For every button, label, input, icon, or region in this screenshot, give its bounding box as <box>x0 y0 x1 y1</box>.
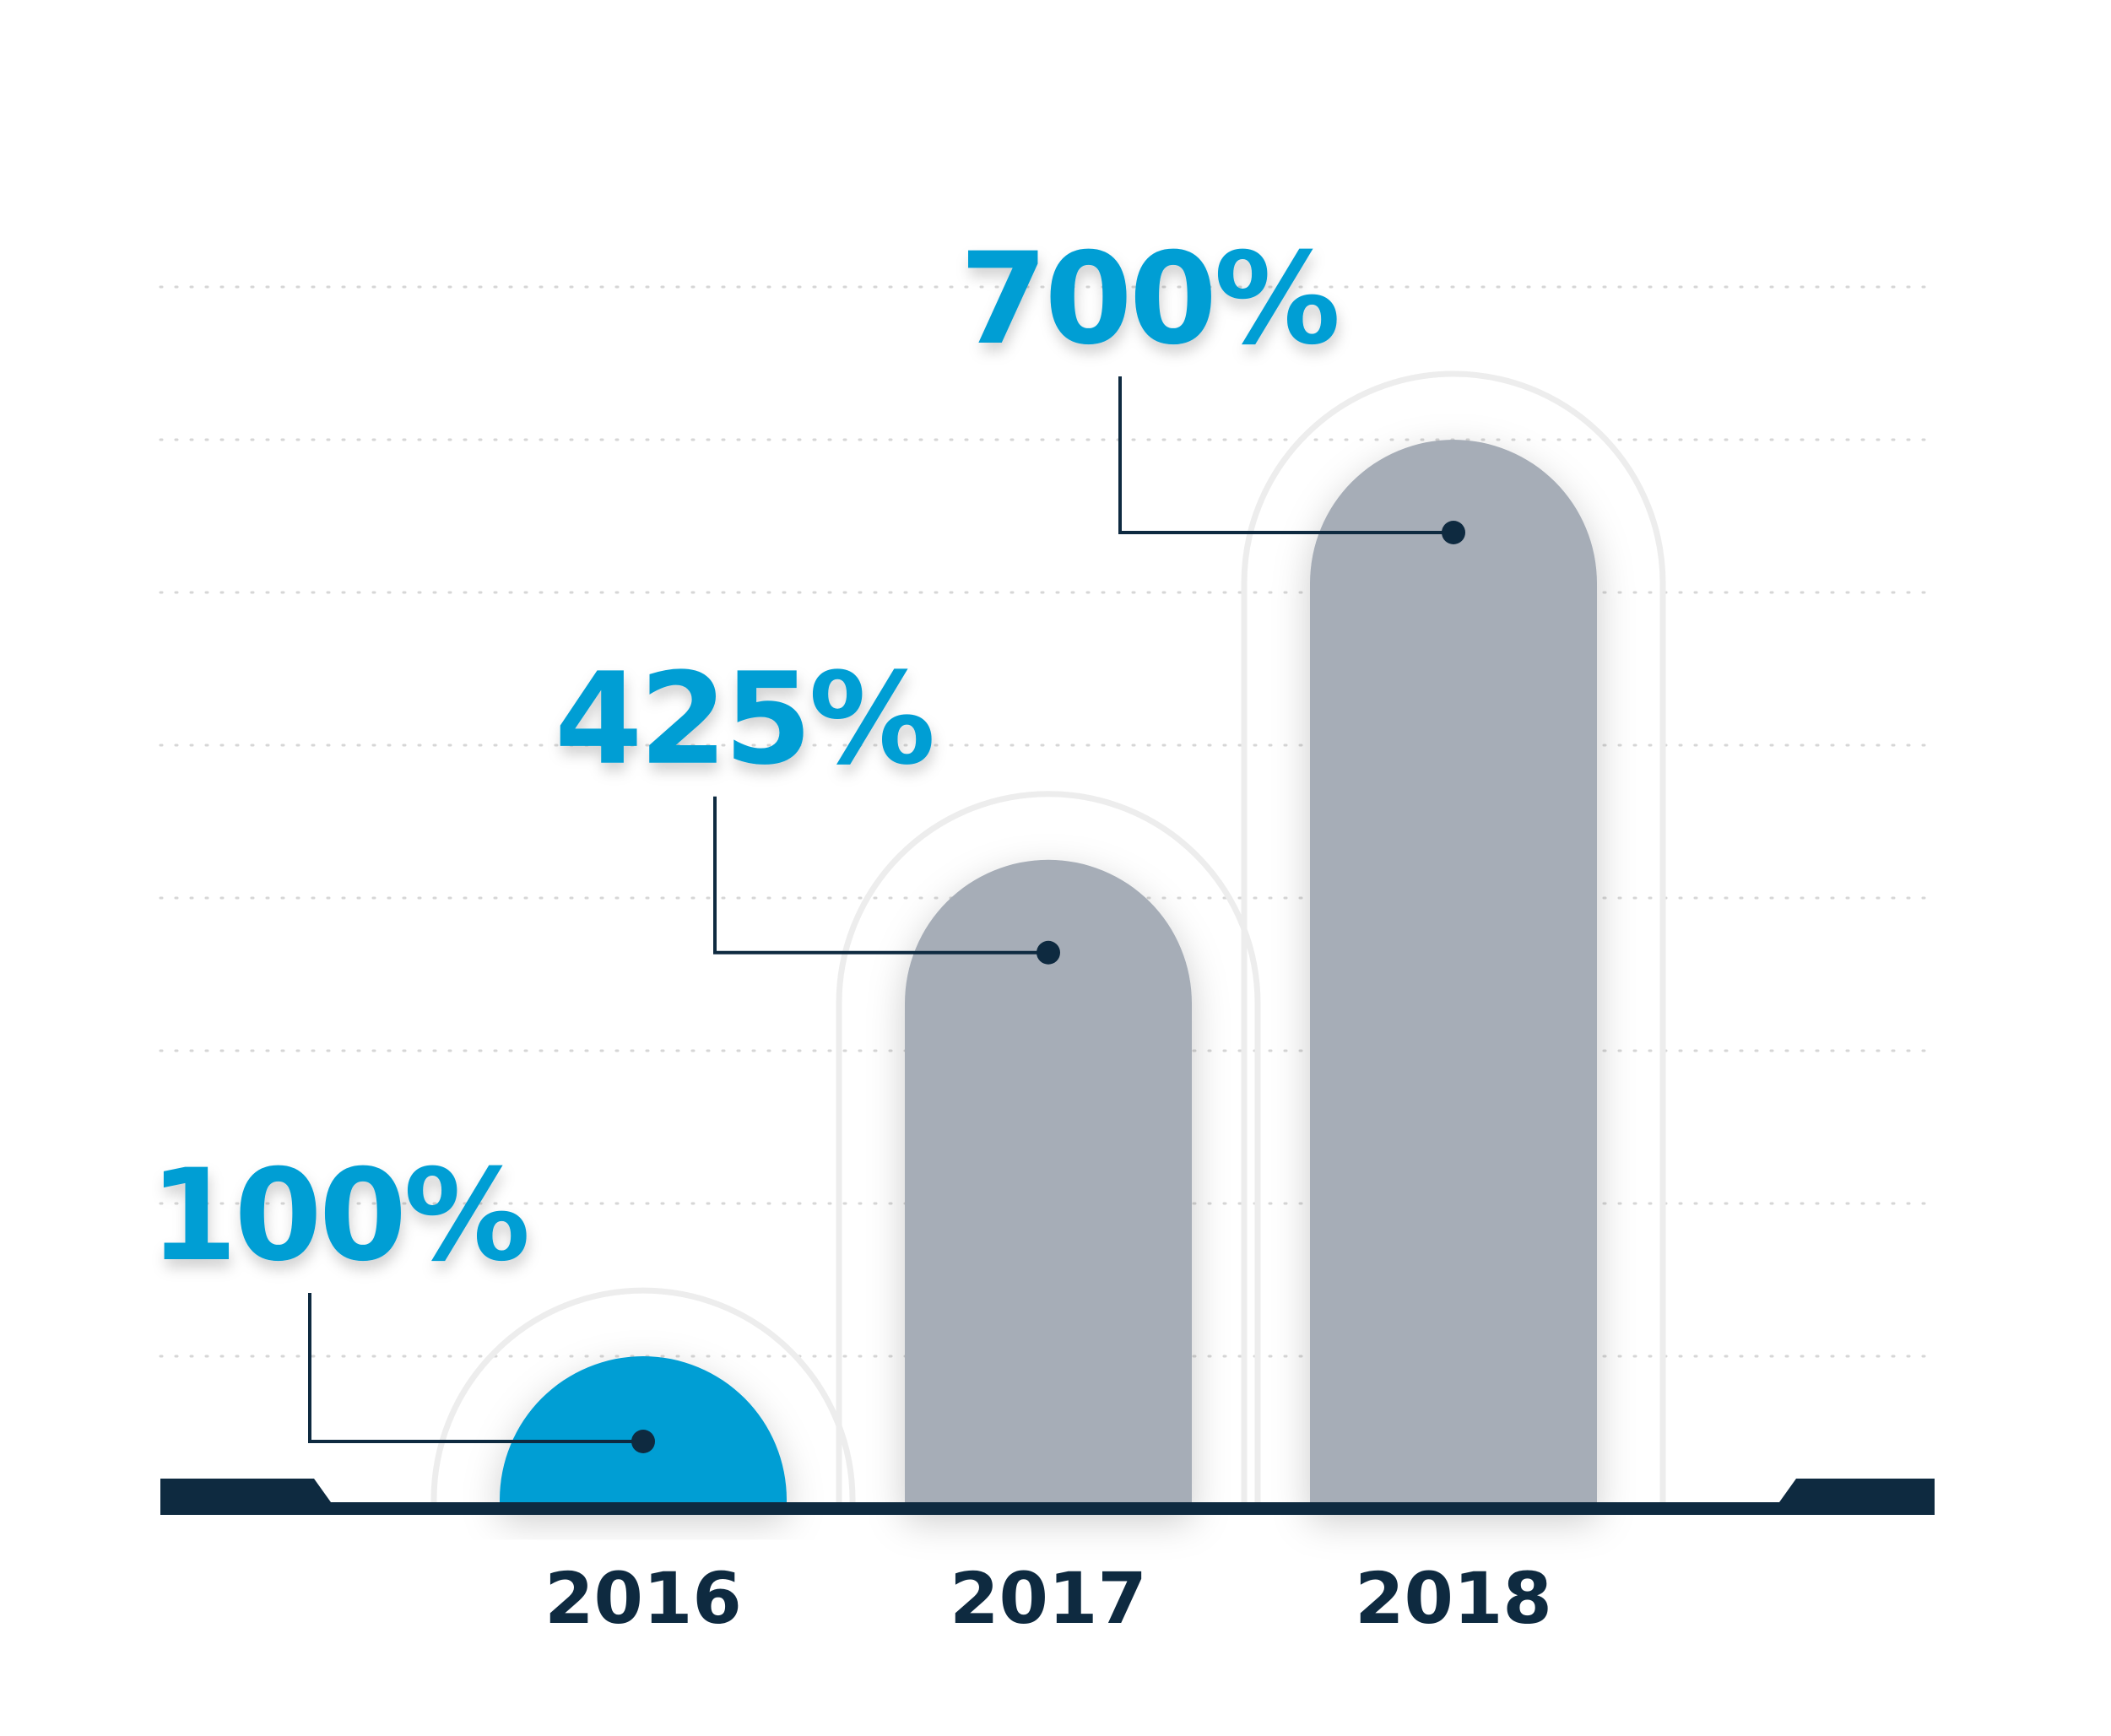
leader-line <box>308 1293 643 1443</box>
x-tick-labels: 2016 2017 2018 <box>544 1557 1552 1640</box>
bars <box>500 440 1597 1509</box>
x-tick-label: 2018 <box>1355 1557 1552 1640</box>
bar-halos <box>430 370 1666 1509</box>
data-label: 425% <box>555 646 932 793</box>
bar-halo <box>430 1287 856 1509</box>
leader-dot <box>1037 940 1060 965</box>
data-label: 100% <box>149 1143 527 1290</box>
bar <box>1310 440 1597 1509</box>
x-tick-label: 2017 <box>950 1557 1147 1640</box>
leader-line <box>713 796 1048 955</box>
bar-halo <box>836 791 1261 1509</box>
bar-halo <box>1241 370 1666 1509</box>
x-tick-label: 2016 <box>544 1557 742 1640</box>
leader-dot <box>631 1430 655 1453</box>
data-label: 700% <box>960 226 1337 373</box>
leader-dot <box>1442 521 1465 544</box>
leader-lines <box>308 376 1465 1453</box>
data-labels: 100% 425% 700% <box>149 226 1340 1290</box>
x-axis-baseline <box>160 1479 1935 1515</box>
leader-line <box>1118 376 1453 534</box>
bar <box>905 859 1192 1509</box>
